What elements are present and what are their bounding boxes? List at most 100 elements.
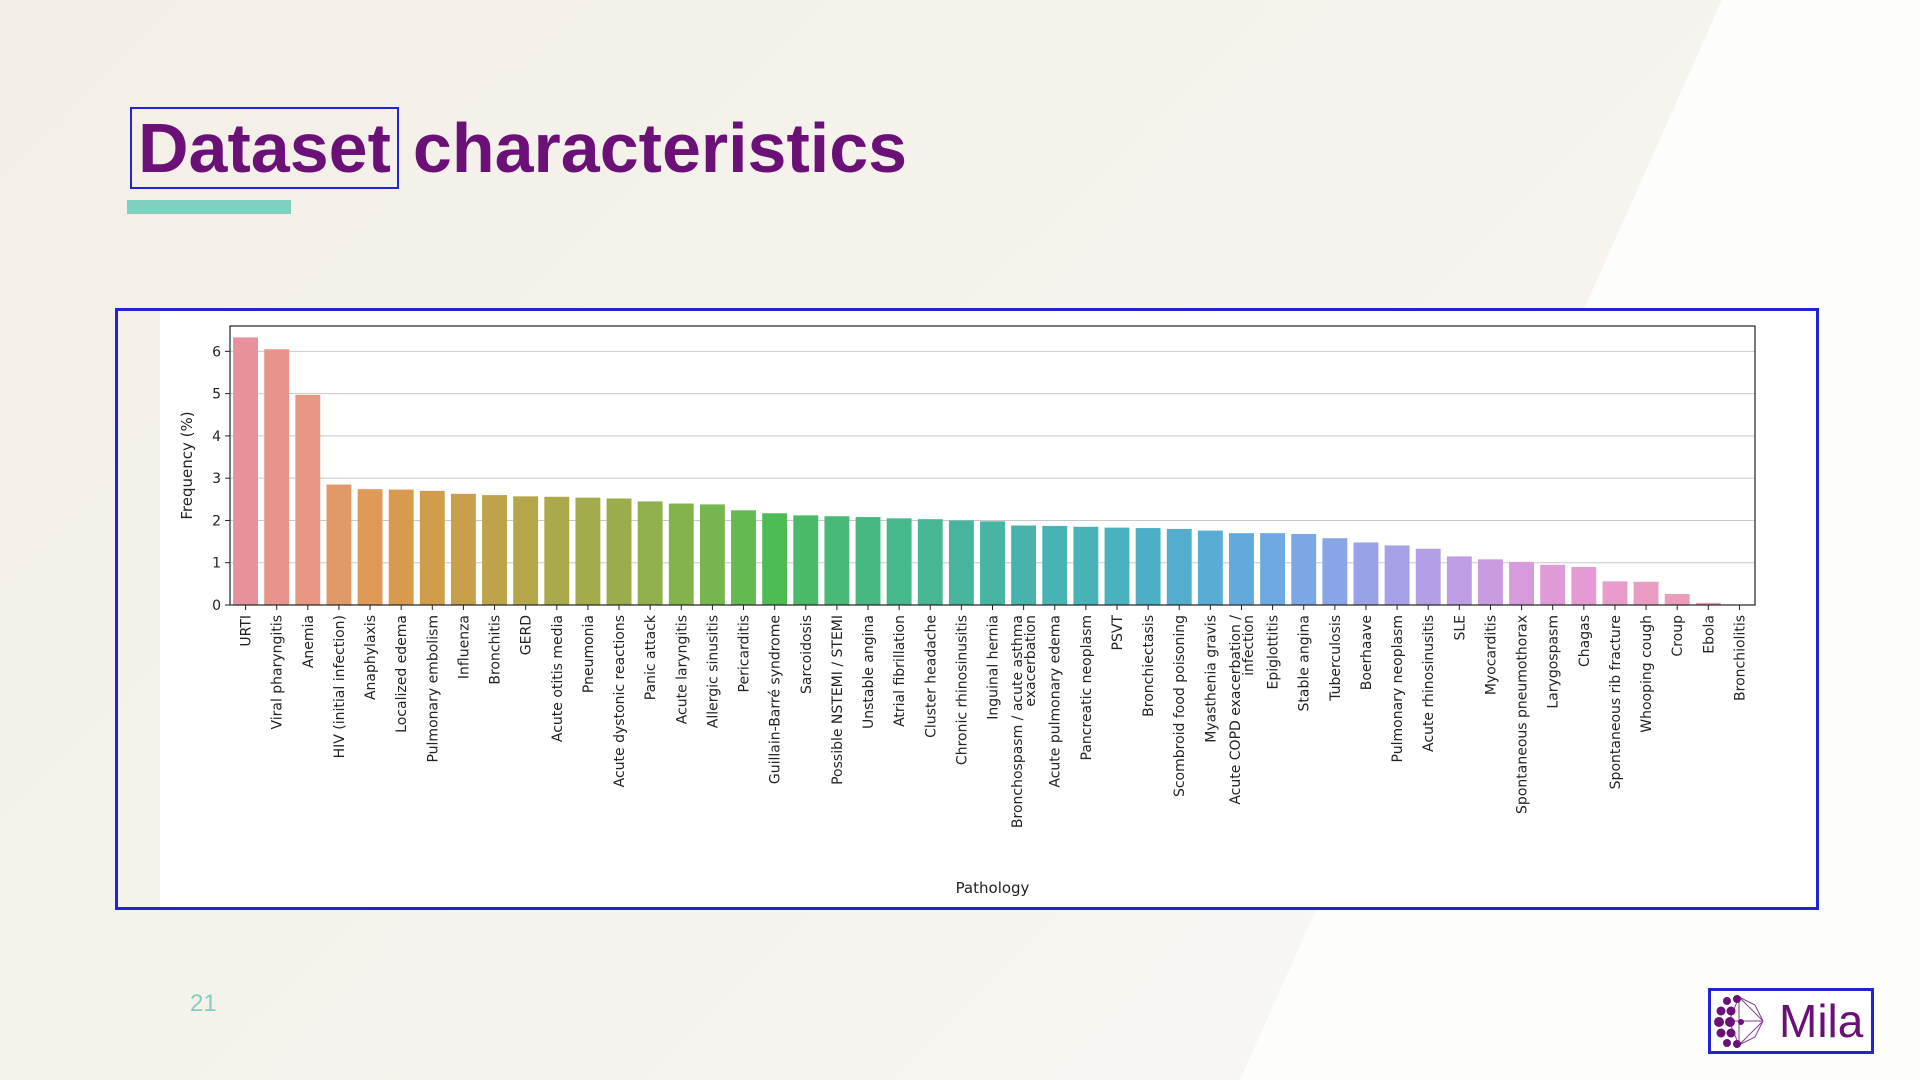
bar bbox=[762, 513, 788, 605]
bar bbox=[1260, 533, 1286, 605]
x-tick-label-line: Cluster headache bbox=[923, 615, 939, 738]
x-tick-label: GERD bbox=[519, 615, 535, 655]
logo-text: Mila bbox=[1779, 995, 1864, 1047]
bar bbox=[948, 520, 974, 605]
bar bbox=[886, 518, 912, 605]
bar bbox=[855, 517, 881, 605]
x-tick-label: URTI bbox=[239, 615, 255, 647]
x-tick-label: Larygospasm bbox=[1546, 615, 1562, 709]
bar bbox=[731, 510, 756, 605]
x-tick-label-line: GERD bbox=[519, 615, 535, 655]
bar bbox=[1104, 527, 1130, 605]
bar bbox=[544, 496, 570, 605]
x-tick-label-line: Epiglottitis bbox=[1266, 615, 1282, 690]
x-tick-label: Anaphylaxis bbox=[363, 615, 379, 700]
x-tick-label: Localized edema bbox=[394, 615, 410, 733]
x-tick-label-line: Acute dystonic reactions bbox=[612, 615, 628, 787]
x-tick-label: Chronic rhinosinusitis bbox=[954, 615, 970, 765]
x-tick-label-line: Tuberculosis bbox=[1328, 615, 1344, 702]
x-tick-label: Possible NSTEMI / STEMI bbox=[830, 615, 846, 785]
bar bbox=[1229, 533, 1254, 605]
x-tick-label-line: Guillain-Barré syndrome bbox=[768, 615, 784, 784]
bar bbox=[1571, 566, 1597, 605]
page-title: Dataset characteristics bbox=[130, 105, 907, 191]
x-tick-label: SLE bbox=[1452, 615, 1468, 641]
bar bbox=[1291, 533, 1317, 605]
y-tick-label: 0 bbox=[212, 598, 221, 614]
x-tick-label-line: Spontaneous pneumothorax bbox=[1515, 615, 1531, 814]
x-tick-label: PSVT bbox=[1110, 615, 1126, 651]
x-tick-label: Influenza bbox=[456, 615, 472, 679]
x-tick-label: Tuberculosis bbox=[1328, 615, 1344, 702]
bar bbox=[419, 490, 445, 605]
y-tick-label: 1 bbox=[212, 556, 221, 572]
bar bbox=[388, 489, 414, 605]
x-tick-label: Spontaneous pneumothorax bbox=[1515, 615, 1531, 814]
x-tick-label: Allergic sinusitis bbox=[705, 615, 721, 728]
y-tick-label: 2 bbox=[212, 513, 221, 529]
x-tick-label: Epiglottitis bbox=[1266, 615, 1282, 690]
x-tick-label-line: Bronchiolitis bbox=[1732, 615, 1748, 701]
x-tick-label-line: Localized edema bbox=[394, 615, 410, 733]
bar bbox=[1695, 602, 1721, 605]
bar bbox=[1415, 548, 1441, 605]
x-tick-label: Inguinal hernia bbox=[986, 615, 1002, 720]
bar bbox=[233, 337, 259, 605]
bar bbox=[575, 497, 601, 605]
bar bbox=[482, 495, 507, 605]
x-tick-label-line: Influenza bbox=[456, 615, 472, 679]
bar bbox=[1353, 542, 1379, 605]
title-word: characteristics bbox=[412, 109, 908, 187]
x-tick-label: Ebola bbox=[1701, 615, 1717, 654]
x-tick-label: Viral pharyngitis bbox=[270, 615, 286, 730]
bar bbox=[1384, 545, 1410, 605]
x-tick-label-line: URTI bbox=[239, 615, 255, 647]
x-tick-label: Acute dystonic reactions bbox=[612, 615, 628, 787]
bar bbox=[295, 394, 321, 605]
x-tick-label-line: Bronchiectasis bbox=[1141, 615, 1157, 717]
x-tick-label: Pericarditis bbox=[737, 615, 753, 692]
x-tick-label-line: Acute rhinosinusitis bbox=[1421, 615, 1437, 752]
x-tick-label-line: Pancreatic neoplasm bbox=[1079, 615, 1095, 760]
x-tick-label-line: Bronchitis bbox=[488, 615, 504, 685]
page-number: 21 bbox=[190, 990, 217, 1017]
x-tick-label: Myocarditis bbox=[1483, 615, 1499, 695]
bar bbox=[824, 516, 850, 605]
bar bbox=[637, 501, 663, 605]
x-tick-label-line: Acute COPD exacerbation / bbox=[1228, 615, 1244, 805]
x-tick-label: Acute laryngitis bbox=[674, 615, 690, 724]
x-tick-label-line: Pericarditis bbox=[737, 615, 753, 692]
bar bbox=[1509, 561, 1535, 605]
x-tick-label: Cluster headache bbox=[923, 615, 939, 738]
bar bbox=[1135, 528, 1161, 605]
x-tick-label-line: Bronchospasm / acute asthma bbox=[1010, 615, 1026, 828]
bar bbox=[1633, 581, 1659, 605]
x-tick-label: Pancreatic neoplasm bbox=[1079, 615, 1095, 760]
title-underline bbox=[127, 200, 291, 214]
x-tick-label: Unstable angina bbox=[861, 615, 877, 729]
y-tick-label: 5 bbox=[212, 387, 221, 403]
bar bbox=[1322, 538, 1348, 605]
x-tick-label-line: Inguinal hernia bbox=[986, 615, 1002, 720]
x-tick-label: Stable angina bbox=[1297, 615, 1313, 711]
chart-highlight-frame bbox=[115, 308, 1819, 910]
x-tick-label: Anemia bbox=[301, 615, 317, 668]
x-tick-label-line: Boerhaave bbox=[1359, 615, 1375, 690]
y-tick-label: 4 bbox=[212, 429, 221, 445]
bar bbox=[1166, 528, 1192, 605]
x-tick-label: Croup bbox=[1670, 615, 1686, 657]
x-tick-label: Bronchiolitis bbox=[1732, 615, 1748, 701]
x-tick-label: Pulmonary neoplasm bbox=[1390, 615, 1406, 762]
x-tick-label: Acute otitis media bbox=[550, 615, 566, 742]
x-tick-label-line: Scombroid food poisoning bbox=[1172, 615, 1188, 797]
x-tick-label-line: Acute otitis media bbox=[550, 615, 566, 742]
x-tick-label: Chagas bbox=[1577, 615, 1593, 667]
x-tick-label: Acute pulmonary edema bbox=[1048, 615, 1064, 788]
y-tick-label: 6 bbox=[212, 344, 221, 360]
bar bbox=[1042, 525, 1068, 605]
x-tick-label: Spontaneous rib fracture bbox=[1608, 615, 1624, 789]
x-tick-label-line: Pneumonia bbox=[581, 615, 597, 693]
bar bbox=[326, 484, 352, 605]
x-tick-label-line: Chronic rhinosinusitis bbox=[954, 615, 970, 765]
x-tick-label: Bronchitis bbox=[488, 615, 504, 685]
